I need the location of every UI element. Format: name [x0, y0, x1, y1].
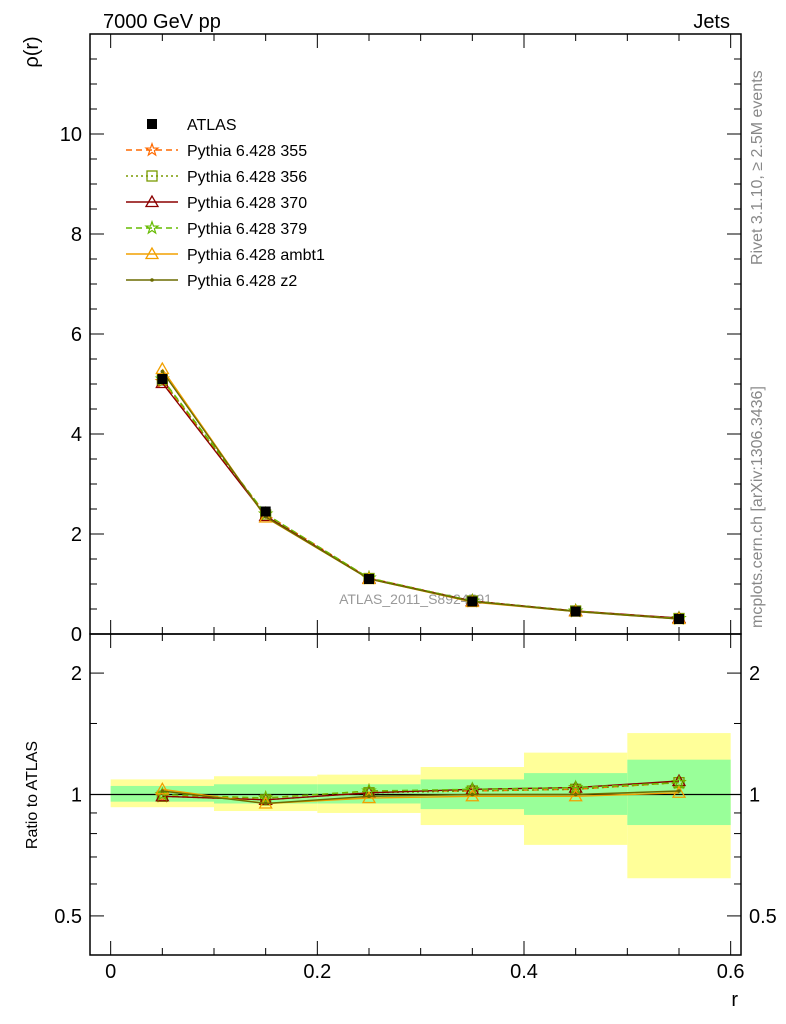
- ratio-data-point: [257, 789, 274, 805]
- legend-entry: Pythia 6.428 370: [126, 194, 307, 212]
- ratio-data-point: [573, 792, 578, 797]
- legend-entry: Pythia 6.428 379: [126, 219, 307, 238]
- legend-label: Pythia 6.428 355: [187, 143, 307, 160]
- x-axis-label: r: [731, 989, 738, 1011]
- ratio-data-point: [677, 789, 681, 793]
- data-point: [364, 574, 374, 584]
- legend-marker: [146, 170, 158, 182]
- legend-label: Pythia 6.428 370: [187, 195, 307, 212]
- ratio-series-line: [162, 790, 680, 805]
- ratio-data-point: [465, 788, 480, 802]
- x-tick-label: 0.2: [303, 961, 331, 983]
- legend-entry: Pythia 6.428 355: [126, 141, 307, 160]
- data-point: [260, 506, 271, 517]
- x-tick-label: 0: [105, 961, 116, 983]
- ratio-frame: [89, 633, 742, 956]
- ratio-data-point: [263, 801, 268, 806]
- series-line: [161, 379, 680, 620]
- ratio-data-point: [568, 780, 583, 793]
- y-tick-label: 8: [71, 224, 82, 246]
- legend-entry: Pythia 6.428 ambt1: [126, 246, 325, 264]
- legend-marker: [144, 141, 160, 157]
- legend-entry: Pythia 6.428 356: [126, 169, 307, 186]
- series-line: [161, 368, 680, 620]
- legend-marker: [150, 278, 154, 282]
- legend-entry: Pythia 6.428 z2: [126, 273, 297, 290]
- ratio-data-point: [154, 786, 171, 802]
- legend-marker: [144, 246, 160, 260]
- ratio-y-tick-label-right: 0.5: [749, 906, 777, 928]
- main-y-axis-label: ρ(r): [21, 36, 43, 67]
- y-tick-label: 0: [71, 624, 82, 646]
- x-tick-label: 0.4: [510, 961, 538, 983]
- ratio-data-point: [671, 785, 687, 798]
- rivet-info-label: Rivet 3.1.10, ≥ 2.5M events: [749, 70, 766, 265]
- ratio-data-point: [367, 794, 371, 799]
- ratio-data-point: [361, 790, 377, 804]
- data-point: [467, 596, 478, 607]
- ratio-y-tick-label-left: 1: [71, 785, 82, 807]
- legend-label: Pythia 6.428 ambt1: [187, 247, 325, 264]
- ratio-y-tick-label-left: 2: [71, 663, 82, 685]
- y-tick-label: 2: [71, 524, 82, 546]
- ratio-panel: 0.5 0.5 1 1 2 2 0 0.2 0.4 0.6: [54, 633, 777, 983]
- ratio-y-tick-label-left: 0.5: [54, 906, 82, 928]
- ratio-y-axis-label: Ratio to ATLAS: [24, 741, 41, 849]
- legend-label: Pythia 6.428 z2: [187, 273, 297, 290]
- ratio-series-line: [162, 781, 680, 799]
- legend-marker: [144, 194, 160, 208]
- legend-marker: [144, 219, 160, 235]
- analysis-watermark: ATLAS_2011_S8924791: [339, 591, 492, 607]
- x-tick-label: 0.6: [717, 961, 745, 983]
- y-tick-label: 4: [71, 424, 82, 446]
- header-left-label: 7000 GeV pp: [103, 11, 221, 33]
- ratio-data-point: [568, 788, 583, 802]
- main-panel: ATLAS_2011_S8924791 0 2 4 6 8 10: [60, 33, 742, 646]
- series-line: [161, 382, 680, 619]
- ratio-data-point: [464, 781, 481, 796]
- series-line: [161, 371, 680, 620]
- y-tick-label: 10: [60, 124, 82, 146]
- legend-label: ATLAS: [187, 117, 237, 134]
- legend-marker: [147, 119, 157, 129]
- data-point: [157, 374, 168, 384]
- ratio-data-point: [361, 782, 377, 798]
- legend-entry: ATLAS: [147, 117, 237, 134]
- ratio-data-point: [155, 782, 170, 795]
- legend-label: Pythia 6.428 356: [187, 169, 307, 186]
- ratio-data-point: [160, 789, 165, 793]
- data-point: [674, 614, 684, 624]
- data-point: [258, 510, 273, 523]
- data-point: [155, 361, 170, 375]
- header-right-label: Jets: [693, 11, 730, 33]
- data-point: [570, 606, 581, 617]
- legend-label: Pythia 6.428 379: [187, 221, 307, 238]
- legend: ATLAS Pythia 6.428 355 Pythia 6.428 356 Pyt…: [126, 117, 325, 290]
- series-line: [161, 381, 680, 620]
- y-tick-label: 6: [71, 324, 82, 346]
- ratio-data-point: [671, 774, 687, 790]
- series-line: [161, 378, 680, 620]
- mcplots-info-label: mcplots.cern.ch [arXiv:1306.3436]: [749, 386, 766, 628]
- ratio-data-point: [470, 792, 475, 797]
- ratio-y-tick-label-right: 1: [749, 785, 760, 807]
- data-point: [160, 369, 165, 374]
- ratio-y-tick-label-right: 2: [749, 663, 760, 685]
